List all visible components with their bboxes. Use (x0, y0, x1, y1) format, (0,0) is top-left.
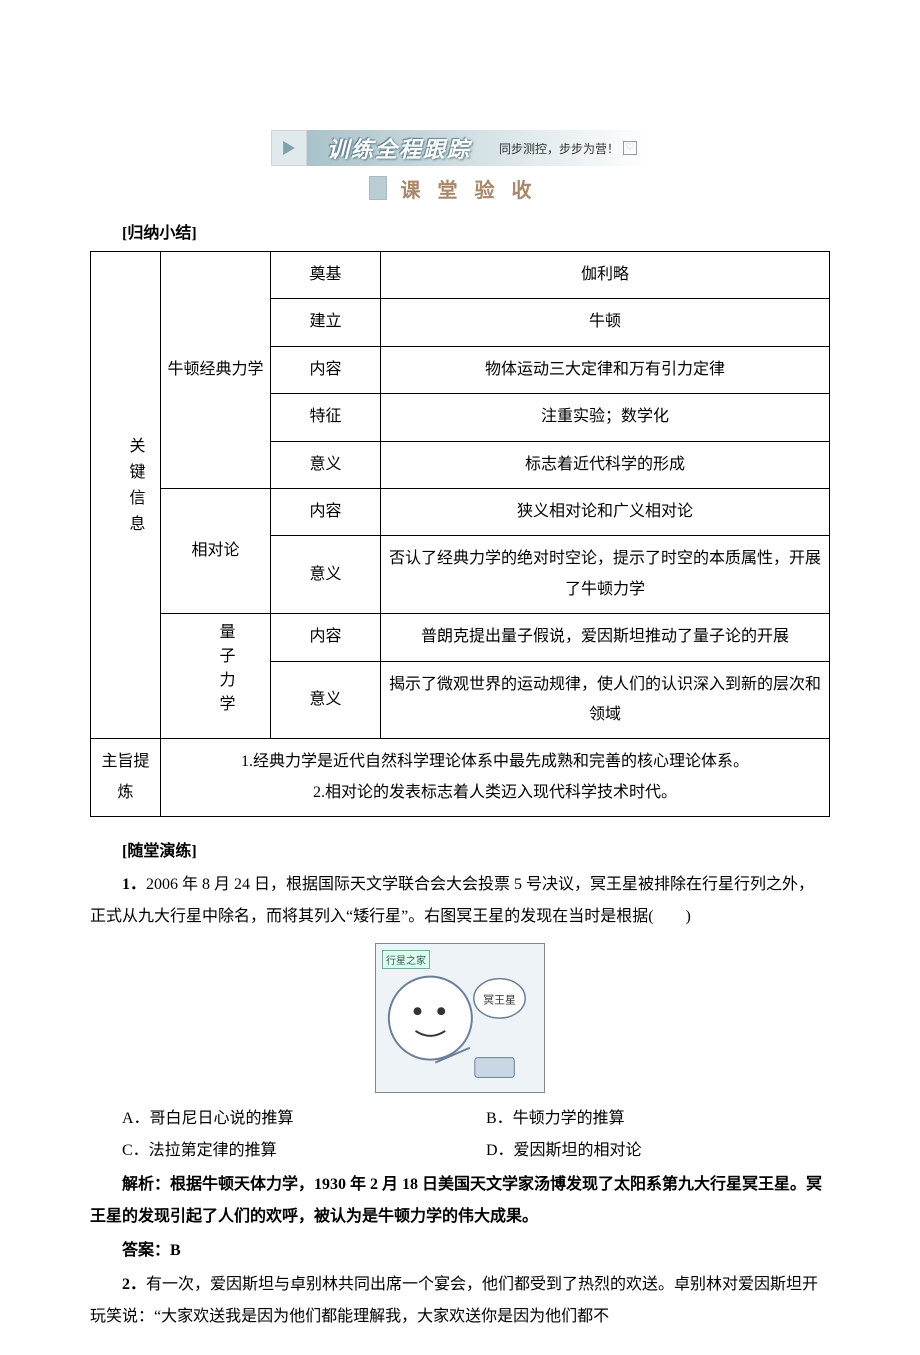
q1-option-b: B．牛顿力学的推算 (486, 1103, 830, 1135)
q1-options: A．哥白尼日心说的推算 B．牛顿力学的推算 C．法拉第定律的推算 D．爱因斯坦的… (122, 1103, 830, 1167)
q1-stem: 1．2006 年 8 月 24 日，根据国际天文学联合会大会投票 5 号决议，冥… (90, 869, 830, 933)
sub-banner: 课 堂 验 收 (0, 174, 920, 205)
subheader-tab-icon (369, 176, 387, 200)
row-aspect-3: 特征 (271, 394, 381, 441)
theme-label: 主旨提炼 (101, 753, 149, 800)
row-desc-3: 注重实验；数学化 (381, 394, 830, 441)
banner-subtitle-text: 同步测控，步步为营！ (499, 140, 619, 157)
row-aspect-4: 意义 (271, 441, 381, 488)
row-desc-7: 普朗克提出量子假说，爱因斯坦推动了量子论的开展 (381, 614, 830, 661)
q1-stem-text: 2006 年 8 月 24 日，根据国际天文学联合会大会投票 5 号决议，冥王星… (90, 876, 814, 925)
row-aspect-5: 内容 (271, 488, 381, 535)
cartoon-icon: 冥王星 (376, 944, 544, 1092)
row-desc-4: 标志着近代科学的形成 (381, 441, 830, 488)
keyinfo-label: 关键信息 (102, 437, 150, 541)
q1-option-c: C．法拉第定律的推算 (122, 1135, 466, 1167)
keyinfo-cell: 关键信息 (91, 252, 161, 739)
topic-relativity: 相对论 (161, 488, 271, 613)
row-desc-5: 狭义相对论和广义相对论 (381, 488, 830, 535)
row-aspect-2: 内容 (271, 346, 381, 393)
row-desc-0: 伽利略 (381, 252, 830, 299)
theme-body: 1.经典力学是近代自然科学理论体系中最先成熟和完善的核心理论体系。 2.相对论的… (161, 739, 830, 817)
q1-explain: 解析：根据牛顿天体力学，1930 年 2 月 18 日美国天文学家汤博发现了太阳… (90, 1169, 830, 1233)
play-icon (271, 130, 307, 166)
top-banner: 训练全程跟踪 同步测控，步步为营！ ♡ (0, 130, 920, 166)
row-aspect-6: 意义 (271, 536, 381, 614)
row-desc-8: 揭示了微观世界的运动规律，使人们的认识深入到新的层次和领域 (381, 661, 830, 739)
row-desc-2: 物体运动三大定律和万有引力定律 (381, 346, 830, 393)
heart-icon: ♡ (623, 141, 637, 155)
page-content: [归纳小结] 关键信息 牛顿经典力学 奠基 伽利略 建立 牛顿 内容 物体运动三… (0, 219, 920, 1333)
q2-stem: 2．有一次，爱因斯坦与卓别林共同出席一个宴会，他们都受到了热烈的欢送。卓别林对爱… (90, 1269, 830, 1333)
summary-table: 关键信息 牛顿经典力学 奠基 伽利略 建立 牛顿 内容 物体运动三大定律和万有引… (90, 251, 830, 817)
theme-line-2: 2.相对论的发表标志着人类迈入现代科学技术时代。 (167, 778, 823, 808)
figure-bubble-text: 冥王星 (483, 993, 516, 1006)
topic-quantum-label: 量子力学 (192, 623, 240, 719)
row-aspect-0: 奠基 (271, 252, 381, 299)
subheader-text: 课 堂 验 收 (387, 174, 552, 203)
row-desc-1: 牛顿 (381, 299, 830, 346)
row-aspect-7: 内容 (271, 614, 381, 661)
q1-option-d: D．爱因斯坦的相对论 (486, 1135, 830, 1167)
q2-stem-text: 有一次，爱因斯坦与卓别林共同出席一个宴会，他们都受到了热烈的欢送。卓别林对爱因斯… (90, 1276, 818, 1325)
topic-newton: 牛顿经典力学 (161, 252, 271, 489)
q1-figure: 行星之家 冥王星 (375, 943, 545, 1093)
banner-row: 训练全程跟踪 同步测控，步步为营！ ♡ (271, 130, 649, 166)
row-desc-6: 否认了经典力学的绝对时空论，提示了时空的本质属性，开展了牛顿力学 (381, 536, 830, 614)
banner-subtitle: 同步测控，步步为营！ ♡ (491, 130, 649, 166)
section-practice-label: [随堂演练] (90, 837, 830, 861)
q1-option-a: A．哥白尼日心说的推算 (122, 1103, 466, 1135)
q2-num: 2． (122, 1276, 146, 1293)
theme-line-1: 1.经典力学是近代自然科学理论体系中最先成熟和完善的核心理论体系。 (167, 747, 823, 777)
topic-quantum: 量子力学 (161, 614, 271, 739)
row-aspect-1: 建立 (271, 299, 381, 346)
section-summary-label: [归纳小结] (90, 219, 830, 243)
row-aspect-8: 意义 (271, 661, 381, 739)
q1-answer: 答案：B (90, 1235, 830, 1267)
q1-num: 1． (122, 876, 146, 893)
banner-title: 训练全程跟踪 (307, 130, 491, 166)
theme-label-cell: 主旨提炼 (91, 739, 161, 817)
